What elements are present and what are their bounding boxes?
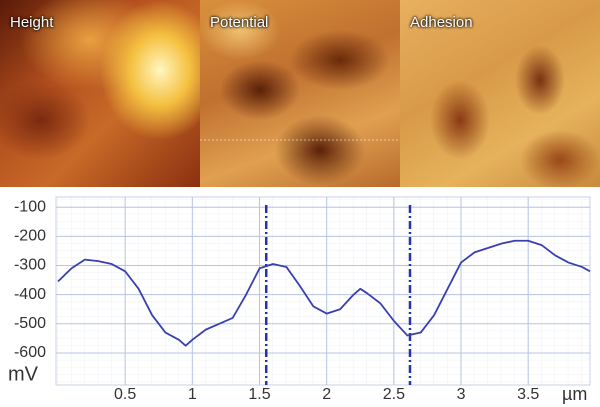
- y-axis-label: mV: [8, 363, 39, 385]
- x-tick-label: 3: [457, 386, 466, 403]
- panel-label: Potential: [210, 14, 269, 31]
- potential-image: Potential: [200, 0, 400, 187]
- x-tick-label: 1.5: [248, 386, 270, 403]
- y-tick-label: -400: [14, 286, 46, 303]
- plot-area: [55, 196, 591, 386]
- panel-label: Adhesion: [410, 14, 473, 31]
- y-tick-label: -100: [14, 198, 46, 215]
- height-image: Height: [0, 0, 200, 187]
- x-tick-label: 0.5: [114, 386, 136, 403]
- y-tick-label: -300: [14, 257, 46, 274]
- data-line: [57, 239, 591, 347]
- panel-label: Height: [10, 14, 54, 31]
- x-axis-label: µm: [562, 384, 587, 404]
- x-tick-label: 2.5: [383, 386, 405, 403]
- y-tick-label: -200: [14, 228, 46, 245]
- x-tick-label: 3.5: [517, 386, 539, 403]
- x-tick-label: 2: [322, 386, 331, 403]
- chart: mV µm -100 -200 -300 -400 -500 -600 0.5 1 1.5 2 2.…: [8, 196, 591, 404]
- adhesion-image: Adhesion: [400, 0, 600, 187]
- y-tick-label: -600: [14, 344, 46, 361]
- y-tick-label: -500: [14, 315, 46, 332]
- x-tick-label: 1: [188, 386, 197, 403]
